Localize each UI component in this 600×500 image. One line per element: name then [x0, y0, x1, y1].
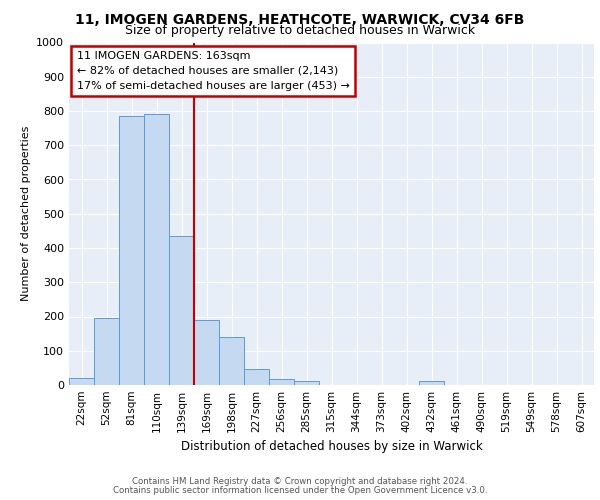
Bar [194, 320, 219, 385]
Bar [244, 368, 269, 385]
Bar [69, 378, 94, 385]
Text: Size of property relative to detached houses in Warwick: Size of property relative to detached ho… [125, 24, 475, 37]
Bar [294, 381, 319, 385]
Text: Contains public sector information licensed under the Open Government Licence v3: Contains public sector information licen… [113, 486, 487, 495]
X-axis label: Distribution of detached houses by size in Warwick: Distribution of detached houses by size … [181, 440, 482, 454]
Bar [219, 337, 244, 385]
Bar [269, 379, 294, 385]
Text: Contains HM Land Registry data © Crown copyright and database right 2024.: Contains HM Land Registry data © Crown c… [132, 477, 468, 486]
Text: 11, IMOGEN GARDENS, HEATHCOTE, WARWICK, CV34 6FB: 11, IMOGEN GARDENS, HEATHCOTE, WARWICK, … [76, 12, 524, 26]
Text: 11 IMOGEN GARDENS: 163sqm
← 82% of detached houses are smaller (2,143)
17% of se: 11 IMOGEN GARDENS: 163sqm ← 82% of detac… [77, 51, 350, 90]
Bar [419, 381, 444, 385]
Bar [144, 114, 169, 385]
Bar [119, 116, 144, 385]
Bar [94, 318, 119, 385]
Y-axis label: Number of detached properties: Number of detached properties [20, 126, 31, 302]
Bar [169, 236, 194, 385]
